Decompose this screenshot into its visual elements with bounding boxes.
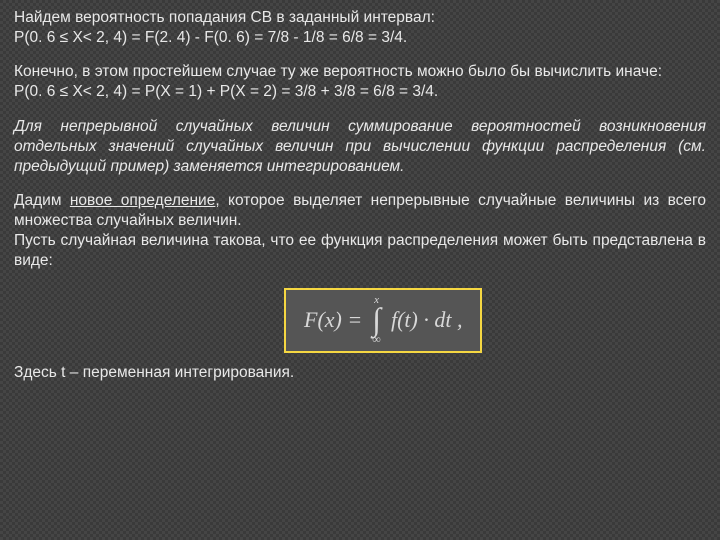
integral-symbol: ∫: [372, 305, 381, 334]
paragraph-3: Для непрерывной случайных величин суммир…: [14, 117, 706, 177]
formula-lhs: F(x) =: [304, 307, 362, 333]
p2-line2: P(0. 6 ≤ X< 2, 4) = P(X = 1) + P(X = 2) …: [14, 83, 438, 100]
p5-text: Здесь t – переменная интегрирования.: [14, 364, 294, 381]
p4-a: Дадим: [14, 192, 70, 209]
p3-text: Для непрерывной случайных величин суммир…: [14, 118, 706, 175]
p4-line2: Пусть случайная величина такова, что ее …: [14, 232, 706, 269]
paragraph-1: Найдем вероятность попадания СВ в заданн…: [14, 8, 706, 48]
p2-line1: Конечно, в этом простейшем случае ту же …: [14, 63, 662, 80]
paragraph-4: Дадим новое определение, которое выделяе…: [14, 191, 706, 272]
p1-line2: P(0. 6 ≤ X< 2, 4) = F(2. 4) - F(0. 6) = …: [14, 29, 407, 46]
paragraph-2: Конечно, в этом простейшем случае ту же …: [14, 62, 706, 102]
paragraph-5: Здесь t – переменная интегрирования.: [14, 363, 706, 383]
integral-icon: x ∫ ∞: [372, 296, 381, 345]
p4-b-underline: новое определение: [70, 192, 215, 209]
p1-line1: Найдем вероятность попадания СВ в заданн…: [14, 9, 435, 26]
formula-box: F(x) = x ∫ ∞ f(t) · dt ,: [284, 288, 482, 353]
integral-lower: ∞: [372, 334, 381, 345]
formula-rhs: f(t) · dt ,: [391, 307, 463, 333]
formula-inner: F(x) = x ∫ ∞ f(t) · dt ,: [304, 296, 462, 345]
